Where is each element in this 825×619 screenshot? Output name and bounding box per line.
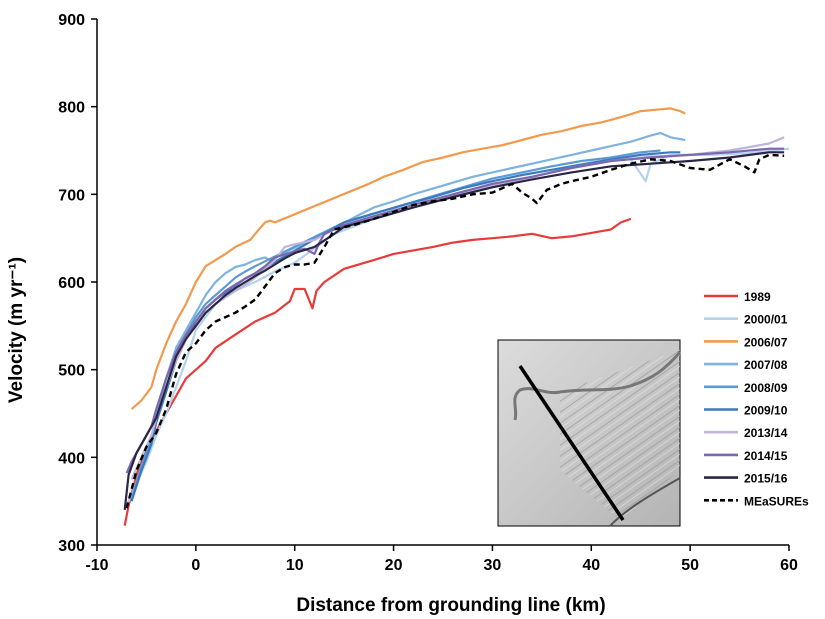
legend-label: 2008/09 [744,381,788,395]
legend-label: MEaSUREs [744,494,809,508]
y-tick-label: 900 [58,12,85,29]
x-tick-label: 10 [286,557,304,574]
y-tick-label: 400 [58,450,85,467]
inset-profile-line [518,365,625,521]
legend-label: 1989 [744,290,771,304]
series-line-measures [125,153,785,509]
x-tick-label: 20 [385,557,403,574]
series-line-1989 [123,217,632,526]
series-line-2006-07 [130,107,686,410]
legend-label: 2013/14 [744,426,788,440]
x-tick-label: 50 [681,557,699,574]
series-line-2014-15 [125,147,785,474]
inset-ice-front [609,477,681,527]
axes: 300 400 500 600 700 800 900 -10 0 10 20 30 40 50 60 [58,12,798,574]
y-tick-label: 800 [58,100,85,117]
series-line-2007-08 [130,131,686,498]
y-axis-label: Velocity (m yr⁻¹) [6,257,27,403]
series-layer [123,107,790,526]
y-tick-label: 600 [58,275,85,292]
inset-map [497,339,682,527]
legend-label: 2014/15 [744,449,788,463]
x-tick-label: 40 [582,557,600,574]
legend-label: 2015/16 [744,472,788,486]
x-tick-label: 30 [484,557,502,574]
x-tick-label: -10 [85,557,108,574]
y-tick-label: 500 [58,363,85,380]
legend-label: 2006/07 [744,335,788,349]
y-tick-label: 300 [58,538,85,555]
inset-coastline [513,351,682,421]
x-tick-label: 0 [191,557,200,574]
legend: 1989 2000/01 2006/07 2007/08 2008/09 2009/10 2… [704,290,809,508]
legend-label: 2000/01 [744,313,788,327]
y-tick-label: 700 [58,187,85,204]
legend-label: 2007/08 [744,358,788,372]
inset-ice-shelf [560,350,680,520]
x-axis-label: Distance from grounding line (km) [296,595,605,616]
series-line-2000-01 [125,147,790,507]
legend-label: 2009/10 [744,404,788,418]
series-line-2015-16 [123,151,785,511]
x-tick-label: 60 [780,557,798,574]
